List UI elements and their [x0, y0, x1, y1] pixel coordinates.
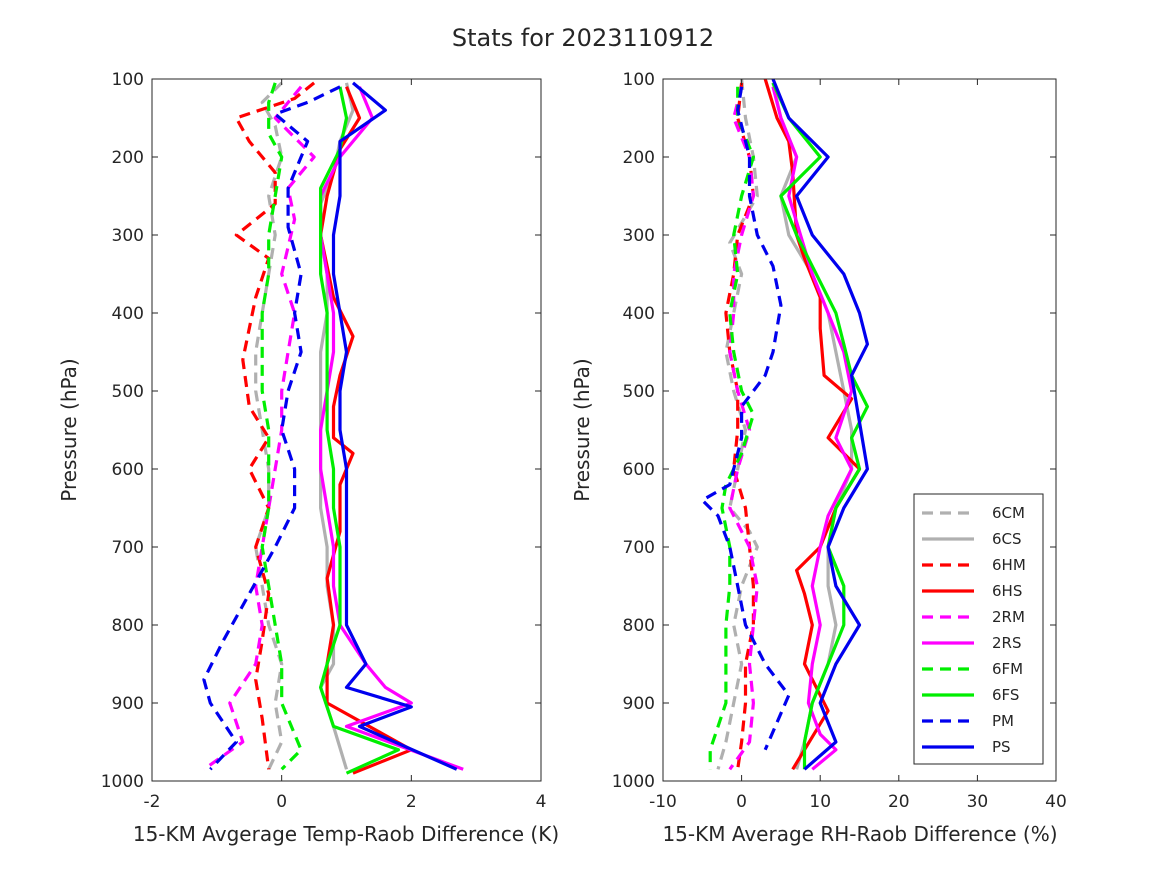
- rh-x-tick-label: 30: [967, 792, 989, 812]
- rh-series-2rm: [728, 86, 759, 771]
- temp-y-tick-label: 500: [112, 382, 144, 402]
- temp-series-6fs: [319, 86, 400, 775]
- temp-x-tick-label: 0: [276, 792, 287, 812]
- legend-label-2rs: 2RS: [992, 634, 1022, 652]
- rh-series-pm: [700, 86, 791, 751]
- rh-x-tick-label: 0: [736, 792, 747, 812]
- temp-x-axis-label: 15-KM Avgerage Temp-Raob Difference (K): [133, 822, 559, 846]
- rh-y-tick-label: 300: [623, 226, 655, 246]
- rh-y-tick-label: 100: [623, 70, 655, 90]
- legend-label-6fm: 6FM: [992, 660, 1023, 678]
- legend-label-6cm: 6CM: [992, 504, 1025, 522]
- temp-series-lines: [202, 81, 464, 775]
- rh-panel: -10 0 10 20 30 40 100 200 300 400 500 600 700 800 900 1…: [570, 70, 1067, 846]
- rh-x-axis-label: 15-KM Average RH-Raob Difference (%): [662, 822, 1057, 846]
- temp-x-tick-label: 4: [536, 792, 547, 812]
- rh-y-tick-label: 500: [623, 382, 655, 402]
- temp-series-6hm: [234, 81, 316, 770]
- legend-label-pm: PM: [992, 712, 1014, 730]
- rh-y-tick-label: 900: [623, 694, 655, 714]
- temp-y-tick-label: 600: [112, 460, 144, 480]
- temp-y-tick-label: 800: [112, 616, 144, 636]
- rh-axes-frame: [662, 78, 1057, 782]
- temp-y-tick-label: 300: [112, 226, 144, 246]
- legend: 6CM 6CS 6HM 6HS 2RM 2RS 6FM 6FS PM PS: [913, 493, 1044, 765]
- temp-x-tick-label: -2: [144, 792, 161, 812]
- rh-y-tick-label: 200: [623, 148, 655, 168]
- temp-series-ps: [331, 81, 458, 771]
- temp-x-tick-label: 2: [406, 792, 417, 812]
- temp-axes-frame: [151, 78, 542, 782]
- temp-y-tick-label: 400: [112, 304, 144, 324]
- rh-y-tick-label: 600: [623, 460, 655, 480]
- rh-series-6cm: [716, 78, 759, 770]
- temp-y-tick-label: 700: [112, 538, 144, 558]
- legend-label-6hs: 6HS: [992, 582, 1022, 600]
- rh-y-tick-label: 400: [623, 304, 655, 324]
- legend-label-6hm: 6HM: [992, 556, 1026, 574]
- temp-ticks: -2 0 2 4 100 200 300 400 500 600 700 800 900 1000: [101, 70, 547, 812]
- temp-series-6fm: [260, 82, 303, 771]
- legend-label-ps: PS: [992, 738, 1011, 756]
- rh-series-2rs: [771, 86, 854, 771]
- rh-y-axis-label: Pressure (hPa): [570, 358, 594, 501]
- temp-y-tick-label: 1000: [101, 772, 144, 792]
- temp-panel: -2 0 2 4 100 200 300 400 500 600 700 800 900 1000 15-…: [57, 70, 559, 846]
- legend-box: [913, 493, 1044, 765]
- rh-x-tick-label: 10: [809, 792, 831, 812]
- rh-series-lines: [700, 78, 870, 771]
- legend-label-2rm: 2RM: [992, 608, 1025, 626]
- temp-y-tick-label: 900: [112, 694, 144, 714]
- rh-y-tick-label: 700: [623, 538, 655, 558]
- temp-y-tick-label: 200: [112, 148, 144, 168]
- legend-label-6fs: 6FS: [992, 686, 1019, 704]
- rh-y-tick-label: 1000: [612, 772, 655, 792]
- rh-x-tick-label: 20: [888, 792, 910, 812]
- rh-x-tick-label: 40: [1045, 792, 1067, 812]
- rh-ticks: -10 0 10 20 30 40 100 200 300 400 500 600 700 800 900 1…: [612, 70, 1067, 812]
- temp-y-axis-label: Pressure (hPa): [57, 358, 81, 501]
- rh-y-tick-label: 800: [623, 616, 655, 636]
- legend-label-6cs: 6CS: [992, 530, 1022, 548]
- rh-series-ps: [771, 78, 870, 771]
- rh-x-tick-label: -10: [649, 792, 677, 812]
- figure-title: Stats for 2023110912: [452, 24, 714, 52]
- temp-y-tick-label: 100: [112, 70, 144, 90]
